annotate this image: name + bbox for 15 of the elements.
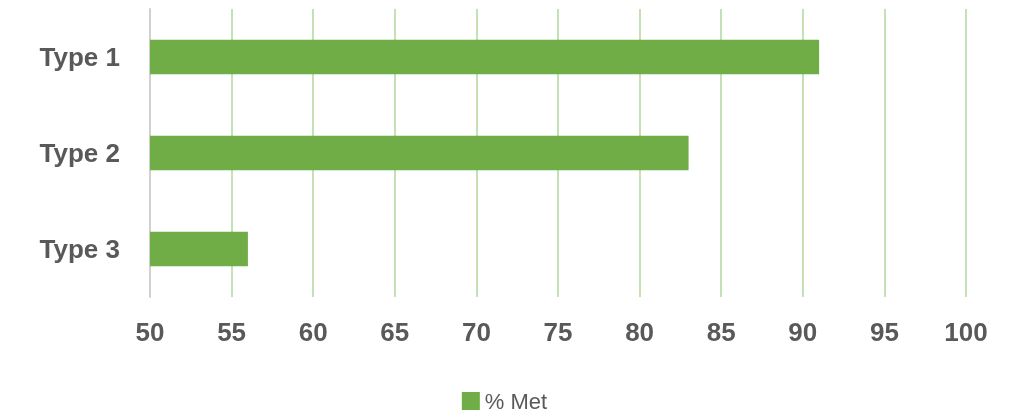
y-tick-label: Type 3 (39, 234, 120, 264)
x-tick-label: 60 (298, 317, 328, 347)
x-tick-label: 55 (217, 317, 247, 347)
x-tick-label: 75 (543, 317, 573, 347)
x-tick-label: 85 (706, 317, 736, 347)
x-tick-label: 70 (461, 317, 491, 347)
x-tick-label: 95 (869, 317, 899, 347)
y-tick-label: Type 1 (39, 42, 120, 72)
x-tick-label: 100 (944, 317, 988, 347)
x-tick-label: 80 (625, 317, 655, 347)
y-tick-label: Type 2 (39, 138, 120, 168)
x-tick-label: 90 (788, 317, 818, 347)
x-tick-label: 65 (380, 317, 410, 347)
legend-label: % Met (484, 388, 548, 414)
x-tick-label: 50 (135, 317, 165, 347)
